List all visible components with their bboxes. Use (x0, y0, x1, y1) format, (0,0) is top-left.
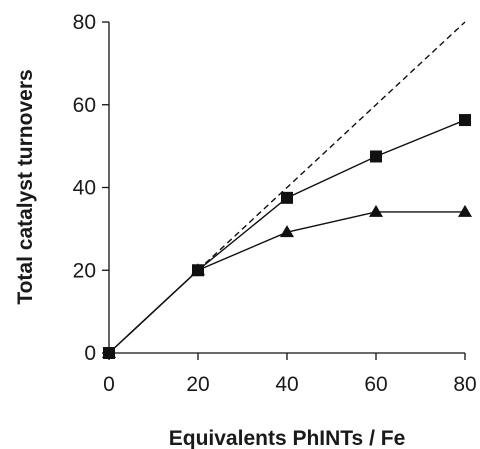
y-tick-label: 0 (84, 342, 96, 365)
series-2-point (102, 346, 116, 358)
x-tick-label: 80 (453, 373, 476, 396)
series-2-point (458, 204, 472, 217)
series-2-point (369, 204, 383, 217)
series-3-line (197, 21, 466, 271)
x-tick-label: 0 (103, 373, 115, 396)
series-layer (108, 21, 466, 354)
y-tick-label: 60 (73, 94, 96, 117)
y-tick-label: 40 (73, 177, 96, 200)
x-axis-title: Equivalents PhINTs / Fe (169, 427, 406, 449)
y-tick-label: 80 (73, 11, 96, 34)
y-axis-title: Total catalyst turnovers (14, 69, 37, 304)
series-1-point (281, 191, 293, 204)
series-2-point (191, 263, 205, 276)
series-1-point (459, 114, 471, 127)
series-1-point (370, 150, 382, 163)
x-tick-label: 20 (186, 373, 209, 396)
markers-layer (102, 114, 472, 359)
x-tick-label: 60 (364, 373, 387, 396)
ticks-layer: 0 20 40 60 80 0 20 40 60 80 (73, 11, 477, 396)
y-tick-label: 20 (73, 259, 96, 282)
series-2-point (280, 225, 294, 238)
x-tick-label: 40 (275, 373, 298, 396)
